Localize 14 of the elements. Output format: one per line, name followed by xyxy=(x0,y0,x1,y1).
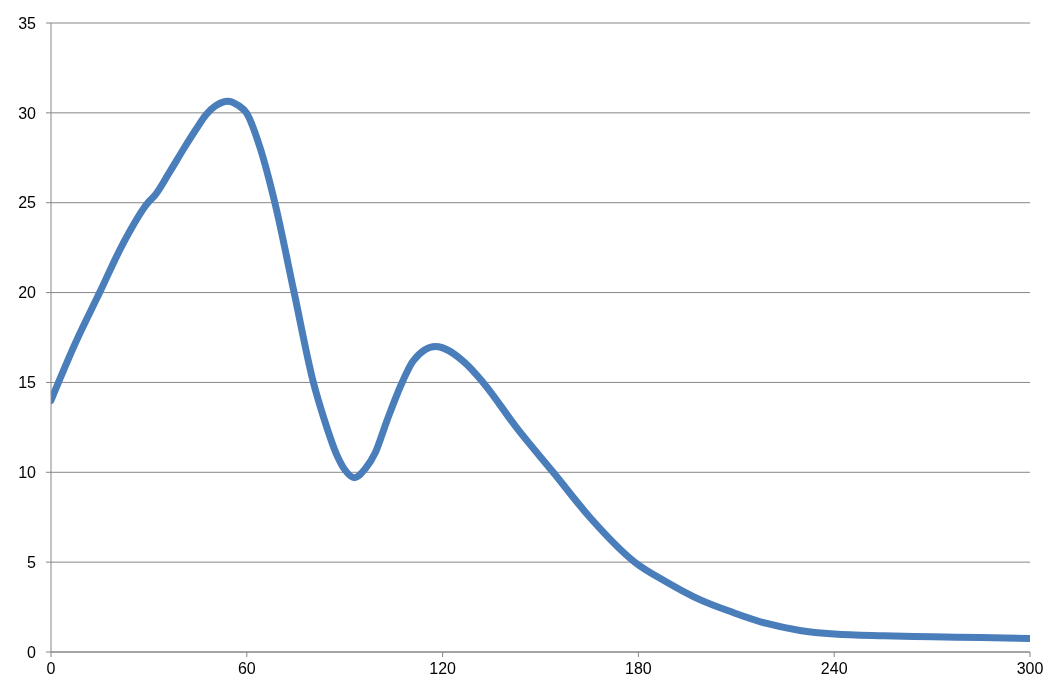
y-tick-label: 35 xyxy=(18,14,37,32)
x-tick-label: 60 xyxy=(237,660,256,678)
x-tick-label: 300 xyxy=(1016,660,1044,678)
x-tick-label: 180 xyxy=(625,660,652,678)
y-tick-label: 20 xyxy=(18,284,37,302)
y-tick-label: 5 xyxy=(27,553,37,571)
y-tick-label: 0 xyxy=(27,643,37,661)
x-tick-label: 240 xyxy=(820,660,848,678)
x-tick-label: 120 xyxy=(429,660,457,678)
y-tick-label: 10 xyxy=(18,463,37,481)
y-tick-label: 30 xyxy=(18,104,37,122)
x-tick-label: 0 xyxy=(46,660,56,678)
y-tick-label: 15 xyxy=(18,374,37,392)
y-tick-label: 25 xyxy=(18,194,37,212)
